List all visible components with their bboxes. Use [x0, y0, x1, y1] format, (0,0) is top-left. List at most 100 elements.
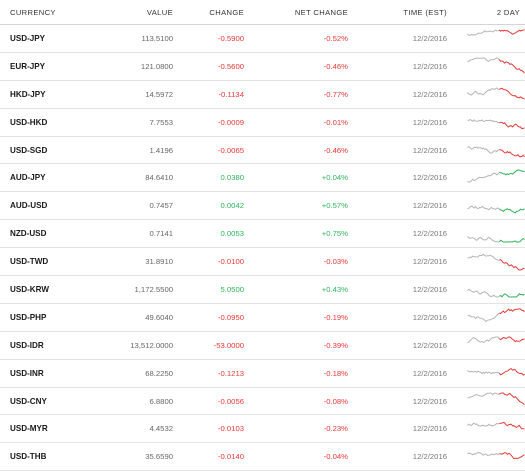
- currency-pair-link[interactable]: USD-PHP: [0, 303, 102, 332]
- sparkline-current-day: [499, 308, 525, 315]
- change-cell: -0.1134: [174, 80, 258, 109]
- two-day-chart-cell: [449, 247, 525, 277]
- table-header: CURRENCY VALUE CHANGE NET CHANGE TIME (E…: [0, 0, 525, 25]
- table-row[interactable]: USD-MYR 4.4532 -0.0103 -0.23% 12/2/2016: [0, 414, 525, 444]
- sparkline-current-day: [499, 421, 525, 430]
- change-column-header[interactable]: CHANGE: [174, 0, 258, 25]
- two-day-sparkline: [467, 87, 525, 100]
- net-change-cell: -0.23%: [258, 414, 363, 444]
- two-day-sparkline: [467, 118, 525, 130]
- table-row[interactable]: USD-TWD 31.8910 -0.0100 -0.03% 12/2/2016: [0, 247, 525, 277]
- currency-pair-link[interactable]: USD-INR: [0, 359, 102, 388]
- table-row[interactable]: USD-INR 68.2250 -0.1213 -0.18% 12/2/2016: [0, 359, 525, 388]
- net-change-column-header[interactable]: NET CHANGE: [258, 0, 363, 25]
- sparkline-current-day: [498, 207, 525, 214]
- time-cell: 12/2/2016: [363, 80, 449, 109]
- two-day-sparkline: [467, 145, 525, 158]
- table-row[interactable]: AUD-USD 0.7457 0.0042 +0.57% 12/2/2016: [0, 191, 525, 221]
- currency-pair-link[interactable]: USD-SGD: [0, 136, 102, 165]
- currency-pair-link[interactable]: EUR-JPY: [0, 52, 102, 81]
- change-cell: 0.0042: [174, 191, 258, 221]
- net-change-cell: -0.39%: [258, 331, 363, 360]
- two-day-chart-cell: [449, 219, 525, 249]
- value-cell: 0.7141: [102, 219, 174, 249]
- currency-pair-link[interactable]: AUD-USD: [0, 191, 102, 221]
- two-day-sparkline: [467, 235, 525, 243]
- value-cell: 6.8800: [102, 387, 174, 416]
- two-day-sparkline: [467, 368, 525, 376]
- sparkline-previous-day: [467, 370, 500, 375]
- time-cell: 12/2/2016: [363, 191, 449, 221]
- net-change-cell: +0.57%: [258, 191, 363, 221]
- change-cell: -0.0065: [174, 136, 258, 165]
- currency-column-header[interactable]: CURRENCY: [0, 0, 102, 25]
- sparkline-previous-day: [467, 205, 500, 211]
- value-column-header[interactable]: VALUE: [102, 0, 174, 25]
- change-cell: 0.0380: [174, 163, 258, 193]
- net-change-cell: -0.19%: [258, 303, 363, 332]
- sparkline-current-day: [498, 336, 525, 343]
- table-row[interactable]: USD-HKD 7.7553 -0.0009 -0.01% 12/2/2016: [0, 108, 525, 137]
- change-cell: 5.0500: [174, 275, 258, 304]
- value-cell: 35.6590: [102, 442, 174, 471]
- change-cell: -0.5900: [174, 24, 258, 53]
- table-row[interactable]: NZD-USD 0.7141 0.0053 +0.75% 12/2/2016: [0, 219, 525, 249]
- two-day-chart-cell: [449, 80, 525, 109]
- value-cell: 4.4532: [102, 414, 174, 444]
- two-day-chart-cell: [449, 136, 525, 165]
- value-cell: 84.6410: [102, 163, 174, 193]
- table-row[interactable]: USD-JPY 113.5100 -0.5900 -0.52% 12/2/2016: [0, 24, 525, 53]
- net-change-cell: -0.18%: [258, 359, 363, 388]
- time-cell: 12/2/2016: [363, 331, 449, 360]
- net-change-cell: -0.01%: [258, 108, 363, 137]
- currency-pair-link[interactable]: USD-THB: [0, 442, 102, 471]
- sparkline-previous-day: [467, 118, 500, 124]
- table-row[interactable]: HKD-JPY 14.5972 -0.1134 -0.77% 12/2/2016: [0, 80, 525, 109]
- time-cell: 12/2/2016: [363, 219, 449, 249]
- time-cell: 12/2/2016: [363, 247, 449, 277]
- currency-pair-link[interactable]: USD-KRW: [0, 275, 102, 304]
- currency-pair-link[interactable]: USD-HKD: [0, 108, 102, 137]
- net-change-cell: -0.03%: [258, 247, 363, 277]
- two-day-sparkline: [467, 57, 525, 74]
- currency-pair-link[interactable]: NZD-USD: [0, 219, 102, 249]
- table-row[interactable]: USD-SGD 1.4196 -0.0065 -0.46% 12/2/2016: [0, 136, 525, 165]
- two-day-chart-cell: [449, 191, 525, 221]
- currency-pair-link[interactable]: HKD-JPY: [0, 80, 102, 109]
- currency-pair-link[interactable]: USD-IDR: [0, 331, 102, 360]
- two-day-sparkline: [467, 169, 525, 183]
- net-change-cell: +0.75%: [258, 219, 363, 249]
- net-change-cell: -0.77%: [258, 80, 363, 109]
- two-day-chart-cell: [449, 442, 525, 471]
- currency-pair-link[interactable]: USD-JPY: [0, 24, 102, 53]
- two-day-chart-cell: [449, 52, 525, 81]
- value-cell: 1.4196: [102, 136, 174, 165]
- sparkline-current-day: [499, 293, 525, 298]
- two-day-sparkline: [467, 205, 525, 214]
- change-cell: -0.0009: [174, 108, 258, 137]
- table-row[interactable]: USD-THB 35.6590 -0.0140 -0.04% 12/2/2016: [0, 442, 525, 471]
- sparkline-current-day: [498, 59, 525, 74]
- table-row[interactable]: USD-KRW 1,172.5500 5.0500 +0.43% 12/2/2016: [0, 275, 525, 304]
- currency-pair-link[interactable]: AUD-JPY: [0, 163, 102, 193]
- time-column-header[interactable]: TIME (EST): [363, 0, 449, 25]
- table-row[interactable]: AUD-JPY 84.6410 0.0380 +0.04% 12/2/2016: [0, 163, 525, 193]
- two-day-sparkline: [467, 336, 525, 344]
- sparkline-current-day: [498, 29, 525, 36]
- two-day-sparkline: [467, 29, 525, 37]
- change-cell: -0.0103: [174, 414, 258, 444]
- table-row[interactable]: EUR-JPY 121.0800 -0.5600 -0.46% 12/2/2016: [0, 52, 525, 81]
- currency-pair-link[interactable]: USD-MYR: [0, 414, 102, 444]
- two-day-chart-cell: [449, 275, 525, 304]
- sparkline-previous-day: [467, 312, 500, 323]
- table-row[interactable]: USD-IDR 13,512.0000 -53.0000 -0.39% 12/2/201…: [0, 331, 525, 360]
- net-change-cell: -0.04%: [258, 442, 363, 471]
- table-row[interactable]: USD-CNY 6.8800 -0.0056 -0.08% 12/2/2016: [0, 387, 525, 416]
- currency-pair-link[interactable]: USD-CNY: [0, 387, 102, 416]
- currency-pair-link[interactable]: USD-TWD: [0, 247, 102, 277]
- value-cell: 13,512.0000: [102, 331, 174, 360]
- table-row[interactable]: USD-PHP 49.6040 -0.0950 -0.19% 12/2/2016: [0, 303, 525, 332]
- time-cell: 12/2/2016: [363, 136, 449, 165]
- two-day-sparkline: [467, 289, 525, 298]
- net-change-cell: -0.46%: [258, 52, 363, 81]
